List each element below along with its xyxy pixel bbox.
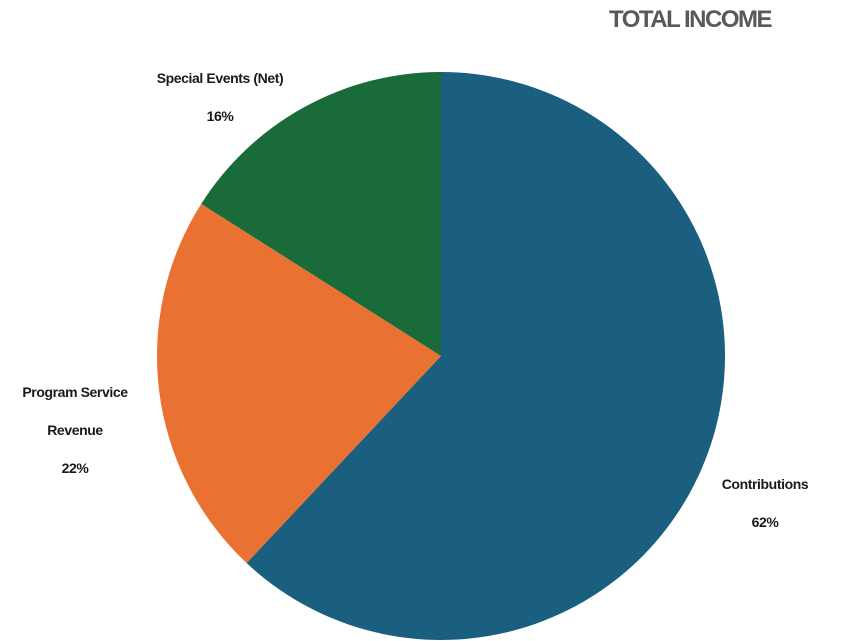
data-label-value: 62% bbox=[751, 514, 779, 530]
chart-title: TOTAL INCOME bbox=[609, 6, 773, 33]
data-label-special-events: Special Events (Net) 16% bbox=[120, 50, 320, 145]
pie-slices bbox=[157, 72, 725, 640]
data-label-value: 16% bbox=[206, 108, 234, 124]
data-label-program-service-revenue: Program Service Revenue 22% bbox=[0, 364, 150, 497]
pie-slice-special-events-net bbox=[201, 72, 441, 356]
data-label-contributions: Contributions 62% bbox=[700, 456, 830, 551]
pie-slice-program-service-revenue bbox=[157, 203, 441, 564]
data-label-name: Revenue bbox=[47, 422, 103, 438]
data-label-value: 22% bbox=[61, 460, 89, 476]
pie-slice-contributions bbox=[246, 72, 725, 640]
data-label-name: Program Service bbox=[22, 384, 128, 400]
data-label-name: Contributions bbox=[721, 476, 809, 492]
data-label-name: Special Events (Net) bbox=[156, 70, 284, 86]
